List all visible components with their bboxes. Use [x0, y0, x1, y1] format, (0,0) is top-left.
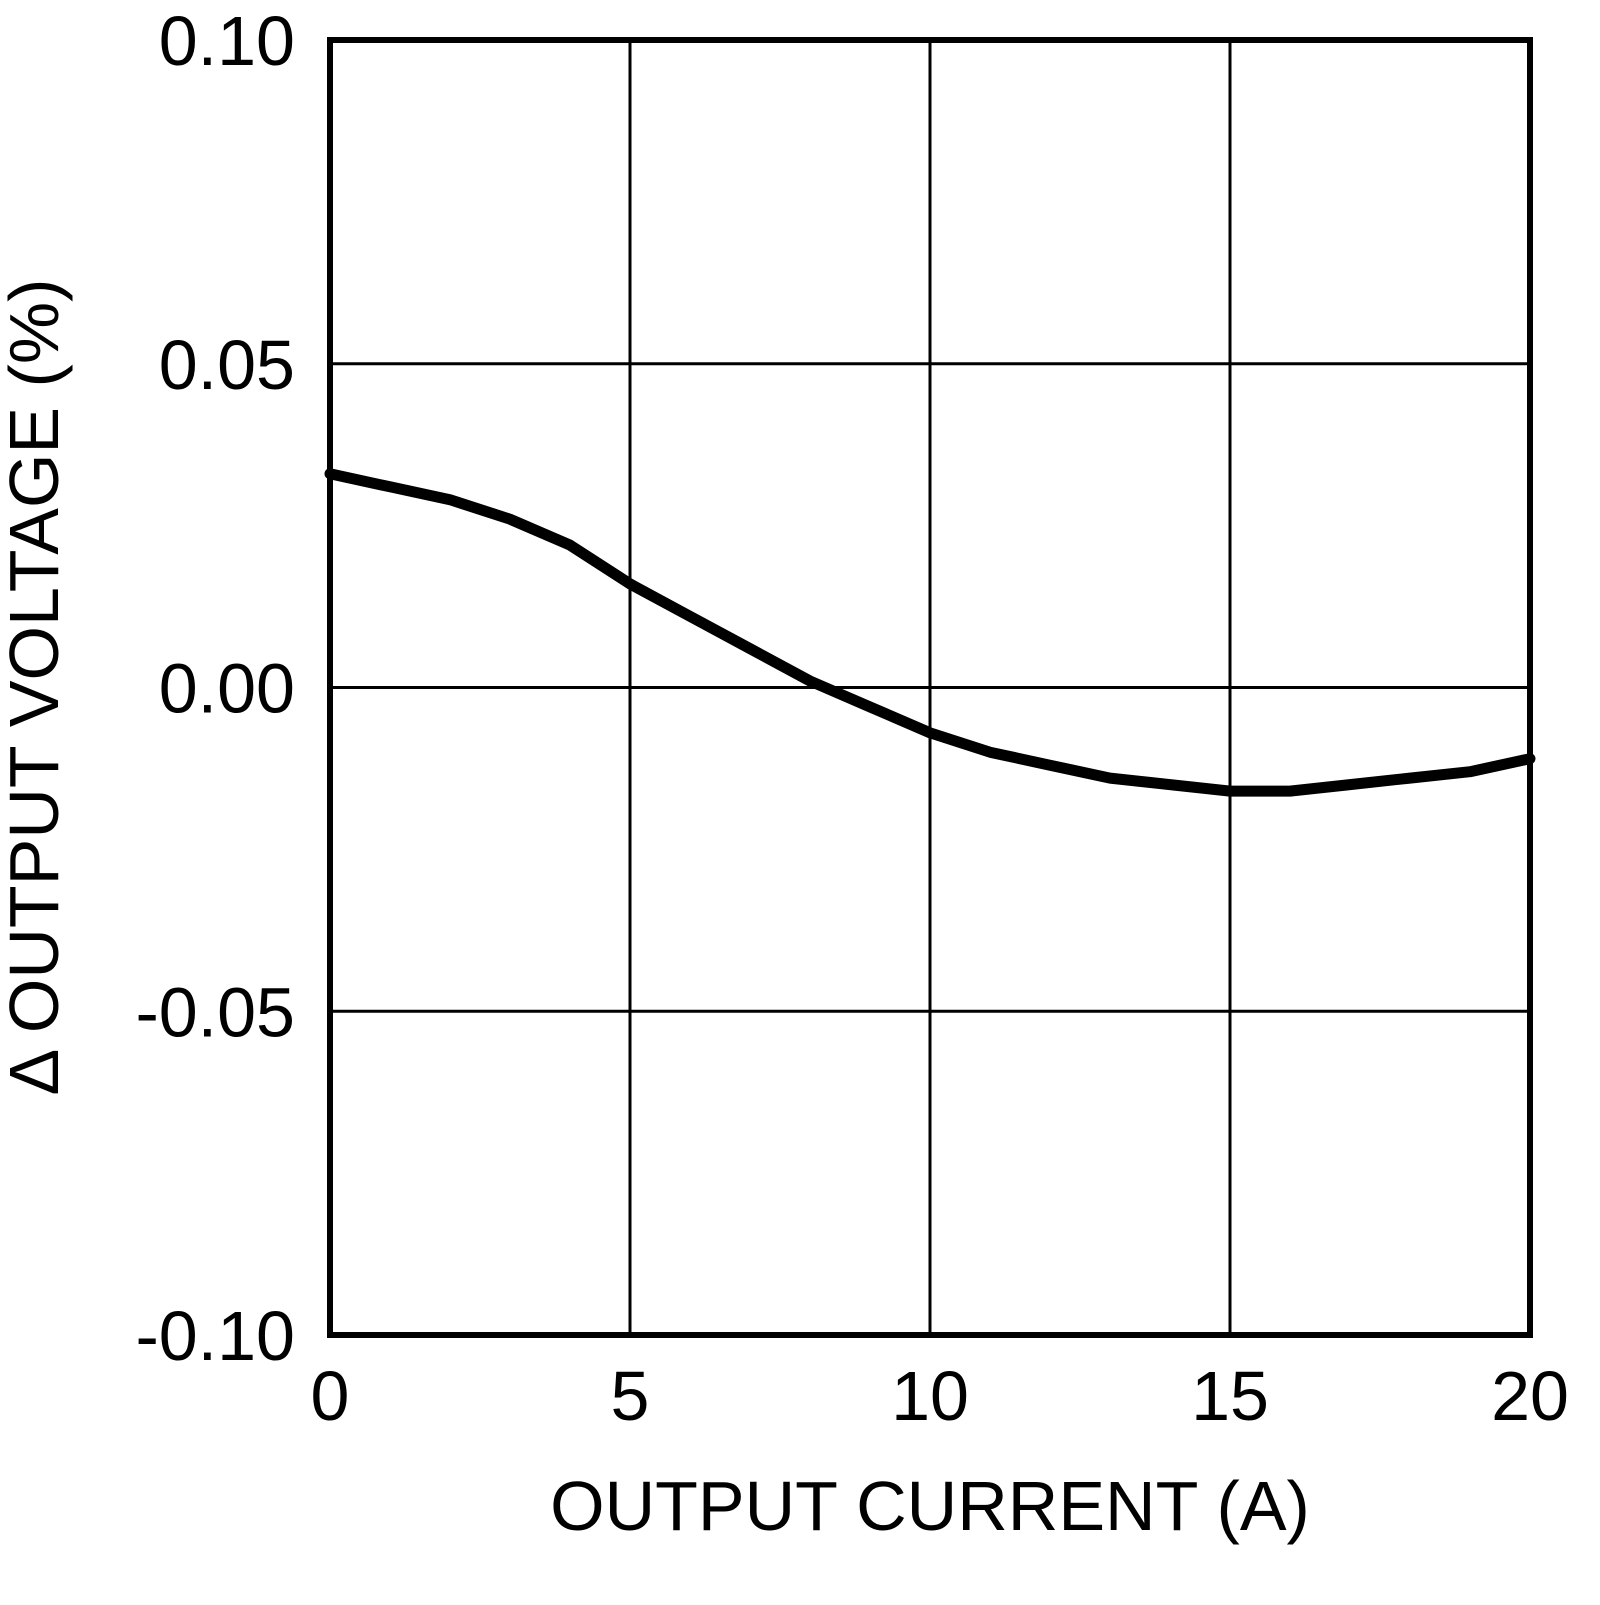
- y-axis-title: Δ OUTPUT VOLTAGE (%): [0, 279, 73, 1096]
- x-tick-label: 5: [611, 1357, 650, 1435]
- y-tick-label: 0.00: [159, 650, 295, 728]
- x-tick-label: 20: [1491, 1357, 1569, 1435]
- y-tick-label: 0.10: [159, 2, 295, 80]
- x-tick-label: 0: [311, 1357, 350, 1435]
- plot-frame: [327, 37, 1533, 1338]
- data-line: [324, 468, 1536, 797]
- x-tick-label: 15: [1191, 1357, 1269, 1435]
- y-tick-label: -0.10: [135, 1297, 295, 1375]
- gridlines: [330, 40, 1530, 1335]
- y-tick-label: 0.05: [159, 326, 295, 404]
- y-tick-label: -0.05: [135, 973, 295, 1051]
- x-axis-title: OUTPUT CURRENT (A): [550, 1467, 1310, 1545]
- x-tick-label: 10: [891, 1357, 969, 1435]
- tick-labels: 0 5 10 15 20 -0.10 -0.05 0.00 0.05 0.10: [135, 2, 1569, 1435]
